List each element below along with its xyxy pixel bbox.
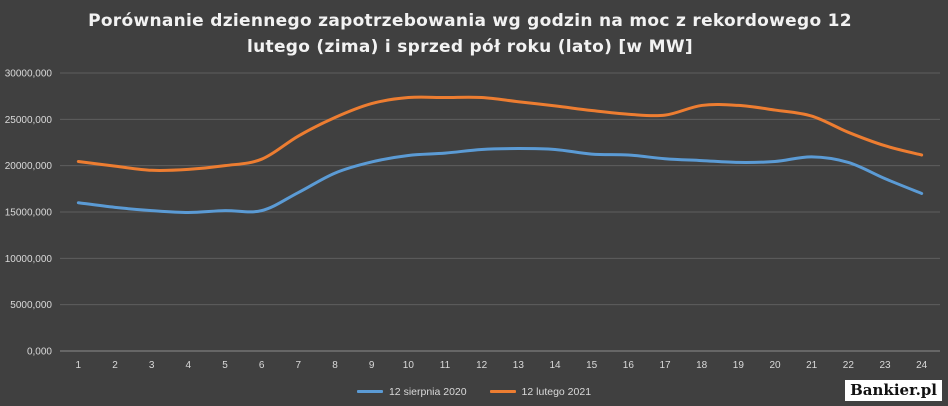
x-tick-label: 19 <box>733 360 745 371</box>
x-tick-label: 5 <box>222 360 228 371</box>
y-tick-label: 5000,000 <box>10 300 52 311</box>
x-tick-label: 1 <box>76 360 82 371</box>
x-tick-label: 22 <box>843 360 855 371</box>
legend-item-winter: 12 lutego 2021 <box>489 385 592 398</box>
y-tick-label: 15000,000 <box>5 208 53 219</box>
y-tick-label: 20000,000 <box>5 161 53 172</box>
legend-label-winter: 12 lutego 2021 <box>521 385 592 398</box>
legend-swatch-winter <box>489 390 516 393</box>
y-tick-label: 30000,000 <box>5 69 53 80</box>
series-line-winter <box>76 95 924 172</box>
x-tick-label: 24 <box>916 360 928 371</box>
x-tick-label: 17 <box>659 360 671 371</box>
x-tick-label: 10 <box>403 360 415 371</box>
x-tick-label: 20 <box>769 360 781 371</box>
y-axis-tick-labels: 0,000 5000,000 10000,000 15000,000 20000,000… <box>5 69 53 358</box>
x-tick-label: 3 <box>149 360 155 371</box>
x-tick-label: 4 <box>186 360 192 371</box>
x-tick-label: 14 <box>549 360 561 371</box>
x-tick-label: 15 <box>586 360 598 371</box>
x-tick-label: 2 <box>112 360 118 371</box>
bankier-logo: Bankier.pl <box>845 380 942 401</box>
x-tick-label: 7 <box>296 360 302 371</box>
y-tick-label: 25000,000 <box>5 115 53 126</box>
x-tick-label: 13 <box>513 360 525 371</box>
x-tick-label: 21 <box>806 360 818 371</box>
series-lines <box>76 95 924 214</box>
x-tick-label: 11 <box>440 360 451 371</box>
y-tick-label: 10000,000 <box>5 254 53 265</box>
x-tick-label: 12 <box>476 360 488 371</box>
legend-item-summer: 12 sierpnia 2020 <box>356 385 467 398</box>
gridlines <box>60 72 940 352</box>
legend-label-summer: 12 sierpnia 2020 <box>388 385 467 398</box>
x-tick-label: 16 <box>623 360 635 371</box>
x-tick-label: 9 <box>369 360 375 371</box>
chart-title: Porównanie dziennego zapotrzebowania wg … <box>88 11 852 57</box>
x-tick-label: 18 <box>696 360 708 371</box>
series-line-summer <box>76 147 924 214</box>
legend-swatch-summer <box>356 390 383 393</box>
x-tick-label: 8 <box>332 360 338 371</box>
legend: 12 sierpnia 2020 12 lutego 2021 <box>0 384 948 398</box>
x-tick-label: 6 <box>259 360 265 371</box>
x-tick-label: 23 <box>879 360 891 371</box>
x-axis-tick-labels: 1 2 3 4 5 6 7 8 9 10 11 12 13 14 15 16 17 18 19 20 21 22 23 24 <box>76 360 928 371</box>
y-tick-label: 0,000 <box>27 347 52 358</box>
